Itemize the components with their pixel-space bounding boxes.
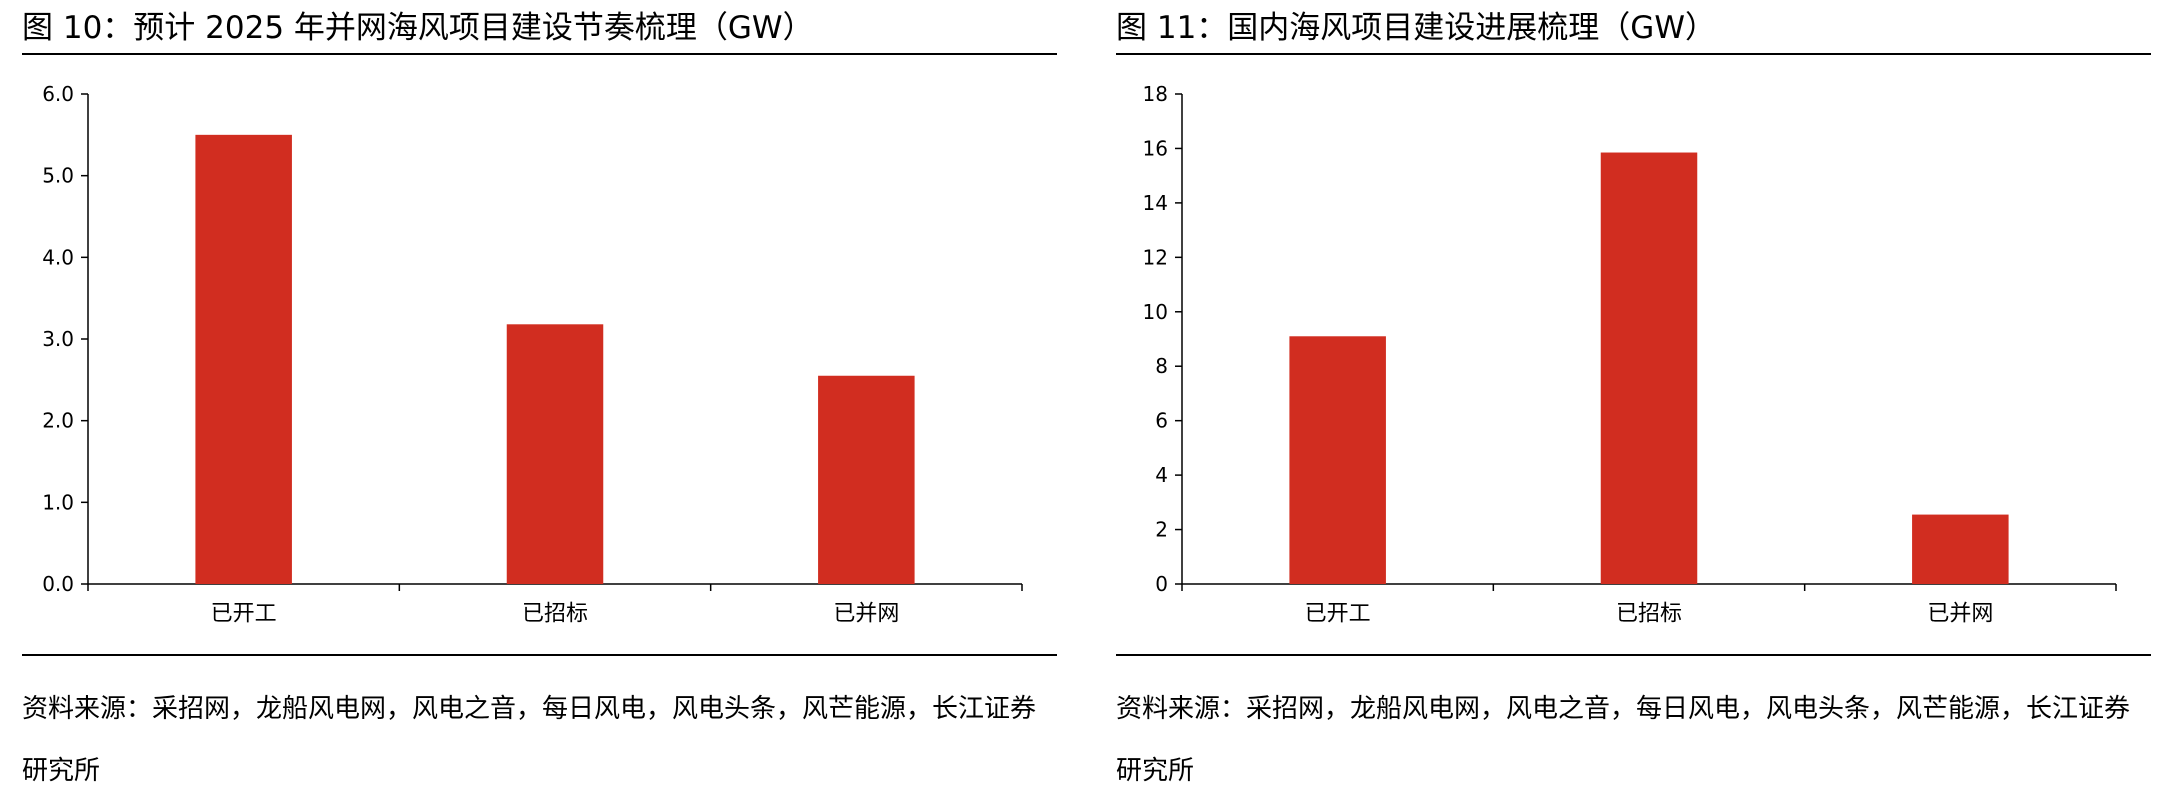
figure-10-title: 图 10：预计 2025 年并网海风项目建设节奏梳理（GW） <box>22 10 814 46</box>
figure-11-panel: 图 11：国内海风项目建设进展梳理（GW） 0 2 4 6 8 10 12 14 16 18 已开工… <box>1116 0 2151 812</box>
y-tick-label: 0.0 <box>42 572 74 596</box>
figure-11-top-rule <box>1116 53 2151 55</box>
y-tick-label: 2 <box>1155 518 1168 542</box>
x-category-label: 已并网 <box>1927 602 1993 627</box>
y-tick-label: 1.0 <box>42 490 74 514</box>
x-category-label: 已开工 <box>211 602 277 627</box>
y-tick-label: 18 <box>1143 82 1168 106</box>
y-tick-label: 0 <box>1155 572 1168 596</box>
bar-2 <box>1600 152 1698 584</box>
y-tick-label: 4.0 <box>42 245 74 269</box>
y-tick-label: 3.0 <box>42 327 74 351</box>
figure-10-bottom-rule <box>22 654 1057 656</box>
figure-11-title: 图 11：国内海风项目建设进展梳理（GW） <box>1116 10 1716 46</box>
figure-10-chart: 0.0 1.0 2.0 3.0 4.0 5.0 6.0 已开工 已招标 已并网 <box>22 58 1057 648</box>
bar-3 <box>818 375 915 584</box>
y-tick-label: 12 <box>1143 245 1168 269</box>
figure-10-source: 资料来源：采招网，龙船风电网，风电之音，每日风电，风电头条，风芒能源，长江证券研… <box>22 694 1037 786</box>
y-tick-label: 16 <box>1143 136 1168 160</box>
x-category-label: 已并网 <box>833 602 899 627</box>
figure-11-bottom-rule <box>1116 654 2151 656</box>
figure-11-chart: 0 2 4 6 8 10 12 14 16 18 已开工 已招标 已并网 <box>1116 58 2151 648</box>
x-category-label: 已开工 <box>1305 602 1371 627</box>
y-tick-label: 8 <box>1155 354 1168 378</box>
bar-1 <box>195 134 292 584</box>
y-tick-label: 6 <box>1155 409 1168 433</box>
x-category-label: 已招标 <box>1616 602 1682 627</box>
y-tick-label: 6.0 <box>42 82 74 106</box>
figure-10-top-rule <box>22 53 1057 55</box>
chart-svg: 0.0 1.0 2.0 3.0 4.0 5.0 6.0 已开工 已招标 已并网 <box>42 82 1023 627</box>
y-tick-label: 2.0 <box>42 409 74 433</box>
y-tick-label: 5.0 <box>42 164 74 188</box>
bar-2 <box>506 324 604 584</box>
y-tick-label: 4 <box>1155 463 1168 487</box>
x-category-label: 已招标 <box>522 602 588 627</box>
bar-3 <box>1912 514 2009 584</box>
y-tick-label: 14 <box>1143 191 1168 215</box>
figure-10-panel: 图 10：预计 2025 年并网海风项目建设节奏梳理（GW） 0.0 1.0 2.0… <box>22 0 1057 812</box>
bar-1 <box>1289 336 1386 584</box>
y-tick-label: 10 <box>1143 300 1168 324</box>
chart-svg: 0 2 4 6 8 10 12 14 16 18 已开工 已招标 已并网 <box>1143 82 2117 627</box>
figure-11-source: 资料来源：采招网，龙船风电网，风电之音，每日风电，风电头条，风芒能源，长江证券研… <box>1116 694 2131 786</box>
